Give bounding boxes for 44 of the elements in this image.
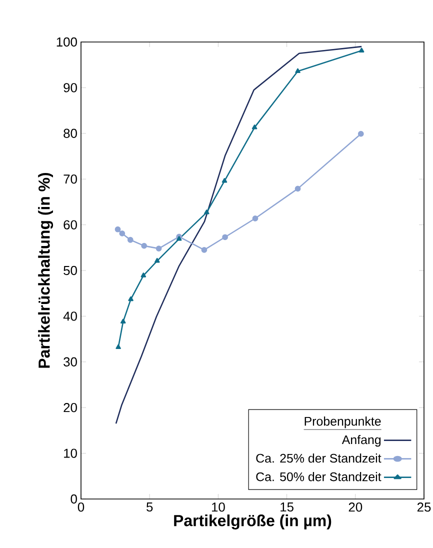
y-axis-title: Partikelrückhaltung (in %) bbox=[38, 172, 54, 368]
legend-label: Ca. 25% der Standzeit bbox=[256, 454, 382, 463]
point bbox=[204, 210, 210, 214]
legend-label: Ca. 50% der Standzeit bbox=[256, 472, 382, 482]
legend-label: Anfang bbox=[342, 435, 381, 447]
point bbox=[294, 186, 301, 192]
point bbox=[222, 178, 228, 183]
x-axis-title: Partikelgröße (in µm) bbox=[174, 514, 332, 530]
y-tick-label: 80 bbox=[64, 128, 77, 138]
x-tick-label: 5 bbox=[146, 502, 153, 512]
x-tick-label: 25 bbox=[417, 502, 431, 512]
y-tick-label: 30 bbox=[64, 357, 77, 366]
point bbox=[252, 215, 258, 222]
y-tick-label: 60 bbox=[64, 220, 77, 230]
x-tick-label: 20 bbox=[348, 502, 362, 512]
point bbox=[119, 230, 126, 236]
x-tick-label: 15 bbox=[280, 502, 294, 512]
point bbox=[141, 242, 148, 249]
point bbox=[114, 226, 121, 232]
point bbox=[358, 130, 364, 137]
y-tick-label: 50 bbox=[64, 266, 77, 276]
point bbox=[128, 296, 134, 302]
point bbox=[156, 246, 162, 252]
y-tick-label: 20 bbox=[64, 403, 77, 412]
y-tick-label: 90 bbox=[64, 83, 77, 92]
x-tick-label: 0 bbox=[78, 502, 84, 512]
y-tick-label: 0 bbox=[70, 494, 77, 504]
point bbox=[252, 124, 258, 130]
point bbox=[222, 234, 228, 240]
point bbox=[176, 236, 182, 241]
point bbox=[201, 246, 208, 253]
point bbox=[295, 68, 300, 74]
point bbox=[116, 344, 121, 350]
legend-title: Probenpunkte bbox=[304, 416, 381, 428]
point bbox=[358, 48, 364, 52]
y-tick-label: 70 bbox=[64, 174, 77, 184]
point bbox=[154, 258, 160, 263]
point bbox=[127, 236, 134, 243]
y-tick-label: 100 bbox=[56, 37, 77, 47]
y-tick-label: 10 bbox=[64, 448, 77, 458]
y-tick-label: 40 bbox=[63, 312, 77, 321]
point bbox=[120, 318, 126, 324]
x-tick-label: 10 bbox=[212, 502, 225, 512]
point bbox=[140, 272, 146, 278]
